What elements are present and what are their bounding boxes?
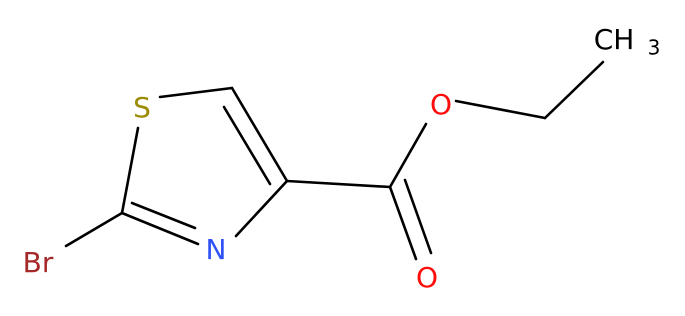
bond bbox=[388, 122, 428, 189]
atom-label: CH bbox=[594, 23, 635, 56]
atom-label: O bbox=[430, 88, 452, 121]
bond bbox=[234, 179, 289, 238]
bond bbox=[543, 60, 605, 120]
bond bbox=[388, 185, 418, 261]
bond bbox=[285, 179, 392, 189]
bond bbox=[403, 178, 433, 255]
bond bbox=[64, 211, 124, 248]
atom-label: S bbox=[133, 91, 151, 124]
atom-subscript: 3 bbox=[648, 36, 661, 60]
bond bbox=[120, 211, 200, 246]
bonds bbox=[64, 60, 605, 261]
atom-label: O bbox=[416, 261, 438, 294]
bond bbox=[230, 86, 289, 183]
bond bbox=[454, 99, 547, 120]
bond bbox=[158, 86, 234, 99]
atom-label: N bbox=[206, 233, 227, 266]
bond bbox=[130, 201, 197, 230]
bond bbox=[120, 126, 140, 215]
bond bbox=[222, 105, 272, 186]
atom-label: Br bbox=[23, 246, 54, 279]
